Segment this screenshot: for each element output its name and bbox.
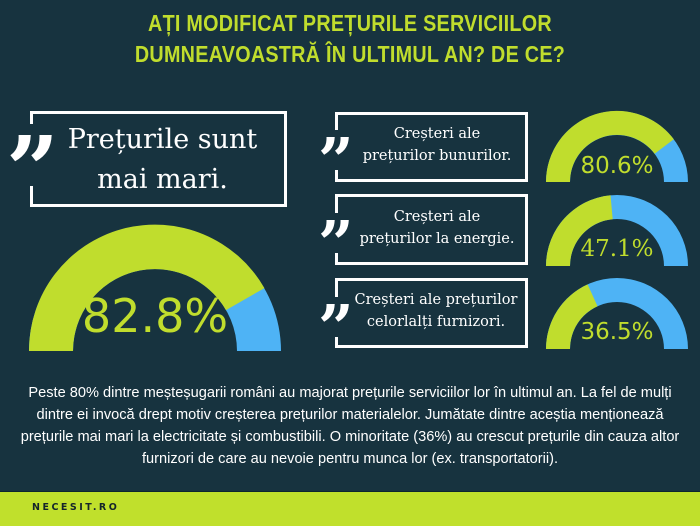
reason-1-line-2: prețurilor bunurilor.	[362, 148, 512, 164]
main-quote-line-1: Prețurile sunt	[67, 124, 258, 155]
gauge-suppliers-value	[546, 284, 598, 349]
main-gauge-value-label: 82.8%	[81, 289, 229, 343]
page-title: AȚI MODIFICAT PREȚURILE SERVICIILOR DUMN…	[49, 8, 651, 70]
brand-logo[interactable]: NECESIT.RO	[32, 502, 120, 513]
gauge-goods-value	[545, 110, 674, 182]
main-quote-line-2: mai mari.	[97, 164, 228, 195]
gauge-suppliers-value-label: 36.5%	[580, 319, 654, 345]
reason-text-2: Creșteri ale prețurilor la energie.	[352, 206, 522, 250]
reason-2-line-2: prețurilor la energie.	[359, 231, 515, 247]
footer-bar: NECESIT.RO	[0, 491, 700, 526]
title-line-1: AȚI MODIFICAT PREȚURILE SERVICIILOR	[148, 10, 552, 36]
reason-3-line-1: Creșteri ale prețurilor	[354, 292, 518, 308]
quote-mark-icon: ”	[318, 130, 350, 170]
gauge-energy-value-label: 47.1%	[580, 236, 654, 262]
gauge-suppliers	[546, 278, 688, 349]
reason-1-line-1: Creșteri ale	[393, 126, 481, 142]
main-gauge	[28, 224, 281, 351]
reason-text-1: Creșteri ale prețurilor bunurilor.	[352, 123, 522, 167]
quote-mark-icon: ”	[318, 213, 350, 253]
reason-2-line-1: Creșteri ale	[393, 209, 481, 225]
main-quote-text: Prețurile sunt mai mari.	[50, 120, 275, 200]
main-gauge-value	[28, 224, 265, 351]
gauge-goods-value-label: 80.6%	[580, 153, 654, 179]
reason-3-line-2: celorlalți furnizori.	[366, 314, 506, 330]
summary-paragraph: Peste 80% dintre meșteșugarii români au …	[20, 385, 680, 467]
gauge-energy	[546, 195, 688, 266]
gauge-energy-value	[546, 195, 613, 266]
gauge-goods	[545, 110, 688, 182]
reason-text-3: Creșteri ale prețurilor celorlalți furni…	[346, 289, 526, 333]
quote-mark-icon: ”	[318, 297, 350, 337]
title-line-2: DUMNEAVOASTRĂ ÎN ULTIMUL AN? DE CE?	[134, 41, 566, 67]
quote-mark-icon: ”	[6, 124, 52, 186]
